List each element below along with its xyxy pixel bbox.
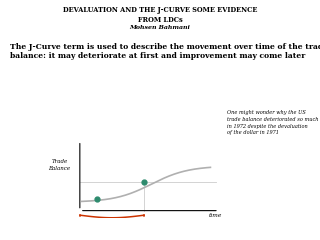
- Text: Mohsen Bahmani: Mohsen Bahmani: [130, 25, 190, 30]
- Text: The J-Curve term is used to describe the movement over time of the trade
balance: The J-Curve term is used to describe the…: [10, 43, 320, 60]
- Text: Trade
Balance: Trade Balance: [48, 160, 70, 171]
- Text: FROM LDCs: FROM LDCs: [138, 16, 182, 24]
- Text: time: time: [209, 213, 222, 218]
- Text: DEVALUATION AND THE J-CURVE SOME EVIDENCE: DEVALUATION AND THE J-CURVE SOME EVIDENC…: [63, 6, 257, 14]
- Text: One might wonder why the US
trade balance deteriorated so much
in 1972 despite t: One might wonder why the US trade balanc…: [227, 110, 319, 135]
